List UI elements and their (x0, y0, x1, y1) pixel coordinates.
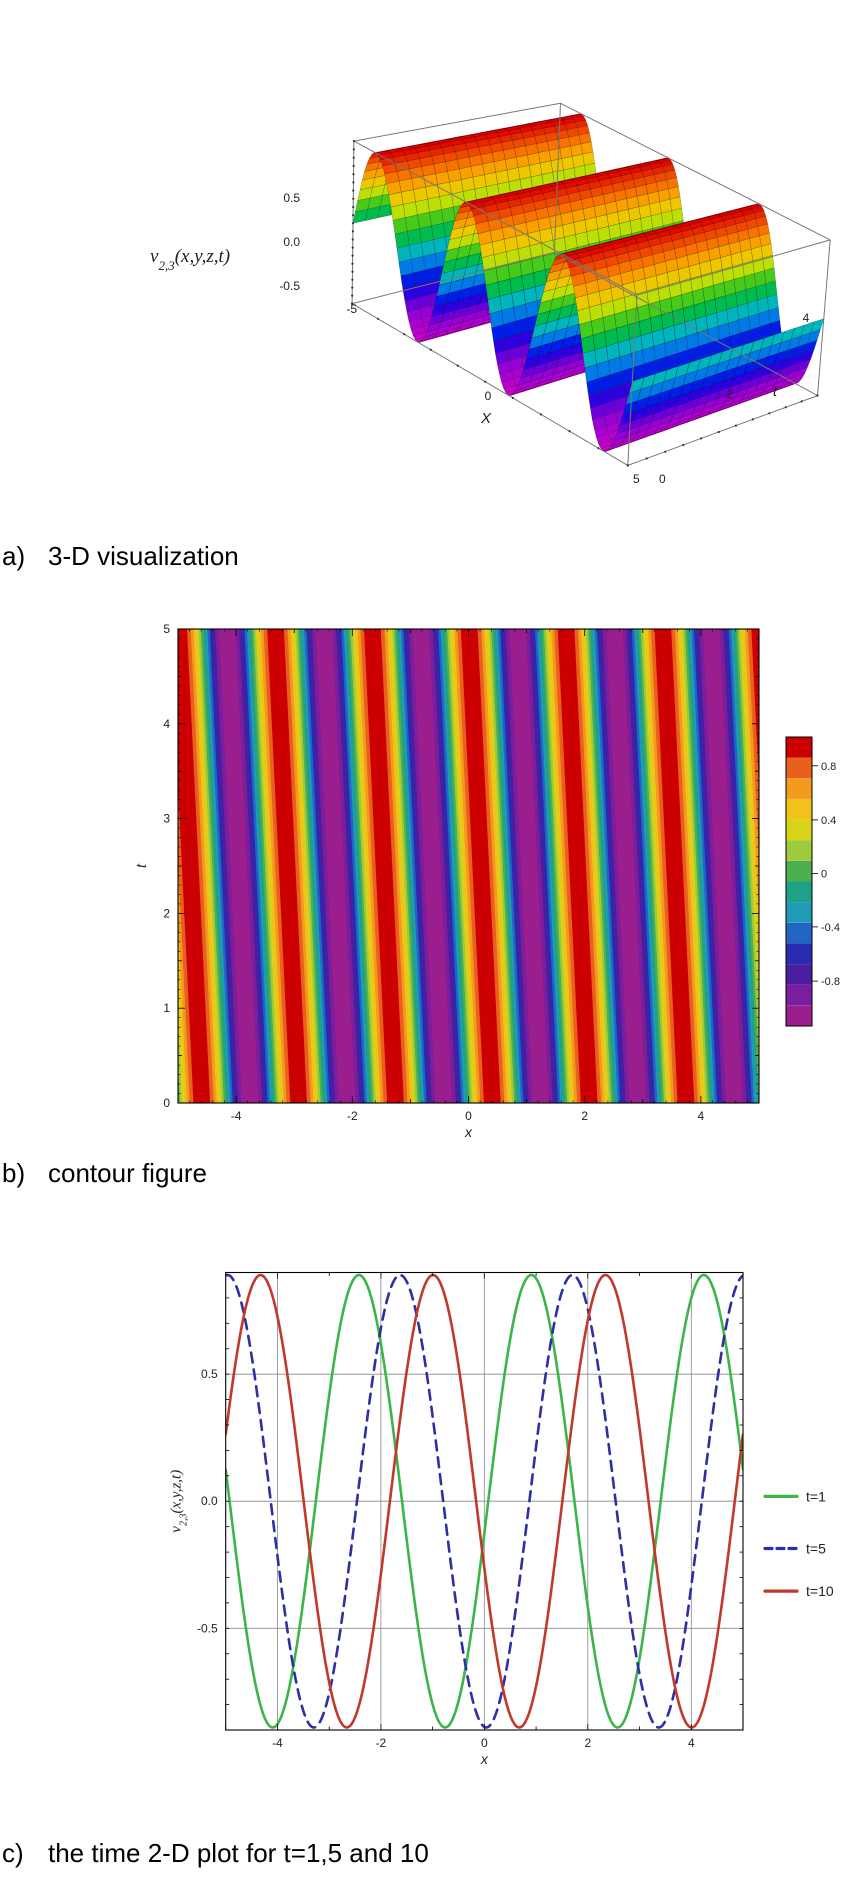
svg-text:0.8: 0.8 (821, 761, 836, 773)
svg-text:4: 4 (163, 717, 170, 731)
svg-text:0: 0 (821, 868, 827, 880)
svg-text:0.5: 0.5 (201, 1367, 218, 1381)
svg-text:t=5: t=5 (806, 1541, 826, 1557)
svg-text:x: x (480, 1751, 489, 1767)
svg-text:2: 2 (584, 1736, 591, 1750)
svg-text:X: X (480, 410, 492, 427)
svg-text:5: 5 (163, 622, 170, 636)
svg-text:0: 0 (659, 472, 666, 486)
svg-text:4: 4 (688, 1736, 695, 1750)
svg-text:-0.4: -0.4 (821, 922, 840, 934)
svg-text:0: 0 (163, 1096, 170, 1110)
svg-text:0.0: 0.0 (283, 235, 300, 249)
svg-text:0: 0 (465, 1109, 472, 1123)
svg-text:-0.5: -0.5 (197, 1621, 218, 1635)
svg-text:t=10: t=10 (806, 1583, 834, 1599)
svg-text:4: 4 (698, 1109, 705, 1123)
svg-text:x: x (464, 1124, 473, 1140)
svg-text:-4: -4 (272, 1736, 283, 1750)
svg-text:2: 2 (727, 387, 734, 401)
svg-text:3: 3 (163, 812, 170, 826)
svg-text:0: 0 (485, 389, 492, 403)
svg-text:2: 2 (163, 906, 170, 920)
svg-text:-0.8: -0.8 (821, 976, 840, 988)
svg-text:0: 0 (481, 1736, 488, 1750)
svg-text:1: 1 (163, 1001, 170, 1015)
svg-text:-2: -2 (376, 1736, 387, 1750)
svg-text:0.5: 0.5 (283, 191, 300, 205)
svg-text:2: 2 (581, 1109, 588, 1123)
svg-text:-5: -5 (346, 302, 357, 316)
svg-text:0.4: 0.4 (821, 815, 836, 827)
svg-text:-4: -4 (231, 1109, 242, 1123)
svg-text:-0.5: -0.5 (279, 279, 300, 293)
svg-text:-2: -2 (347, 1109, 358, 1123)
svg-text:t=1: t=1 (806, 1488, 826, 1504)
svg-text:4: 4 (803, 311, 810, 325)
svg-text:5: 5 (633, 472, 640, 486)
svg-text:0.0: 0.0 (201, 1494, 218, 1508)
